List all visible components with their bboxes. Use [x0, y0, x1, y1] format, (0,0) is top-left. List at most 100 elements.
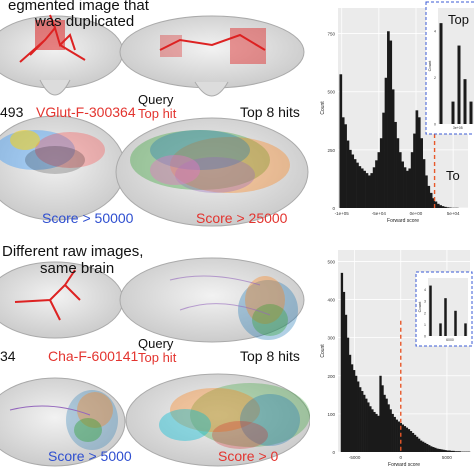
- histogram-bar: [413, 133, 416, 208]
- x-tick-label: -1e+05: [335, 211, 350, 216]
- histogram-bar: [419, 440, 423, 452]
- inset-y-tick-label: 2: [424, 311, 426, 315]
- histogram-bar: [351, 154, 355, 208]
- brain-bottom-row2-right: [125, 373, 310, 467]
- histogram-bar: [348, 149, 352, 208]
- top-caption-line1: egmented image that: [8, 0, 149, 14]
- top-score-left: Score > 50000: [42, 210, 134, 226]
- x-tick-label: 0e+00: [410, 211, 423, 216]
- histogram-bar: [401, 424, 405, 452]
- brain-top-middle: [119, 15, 305, 97]
- histogram-bar: [417, 438, 421, 452]
- x-tick-label: 5000: [442, 455, 453, 460]
- bottom-caption-line2: same brain: [40, 260, 115, 277]
- histogram-bar: [436, 448, 439, 452]
- histogram-bar: [375, 413, 378, 452]
- histogram-bar: [452, 450, 455, 452]
- histogram-bar: [441, 206, 445, 208]
- histogram-bottom: 0 100 200 300 400 500 -5000 0 5000 Forward score C…: [320, 250, 473, 468]
- brain-bottom-middle: [119, 257, 305, 343]
- inset-x-tick-label: 3e+05: [453, 126, 463, 130]
- histogram-bar: [401, 161, 404, 208]
- histogram-bar: [385, 398, 388, 452]
- histogram-bar: [438, 448, 441, 452]
- histogram-bar: [391, 89, 395, 208]
- histogram-bar: [393, 416, 396, 452]
- histogram-top: 0 250 500 750 -1e+05 -5e+04 0e+00 5e+04 Forward …: [320, 1, 474, 224]
- histogram-bar: [448, 450, 451, 452]
- histogram-bar: [439, 205, 443, 208]
- histogram-bar: [384, 77, 388, 208]
- histogram-bar: [363, 170, 366, 208]
- top-caption-line2: was duplicated: [35, 13, 135, 30]
- y-tick-label: 750: [327, 32, 335, 37]
- histogram-bar: [411, 432, 415, 452]
- bottom-score-right: Score > 0: [218, 448, 279, 464]
- histogram-bar: [348, 354, 352, 452]
- y-tick-label: 200: [327, 374, 335, 379]
- brain-top-row2-left: [0, 115, 126, 221]
- inset-bar: [439, 23, 443, 125]
- inset-y-tick-label: 0: [434, 123, 436, 127]
- histogram-bar: [350, 364, 354, 452]
- histogram-bar: [340, 272, 344, 452]
- y-axis-label: Count: [320, 344, 326, 358]
- histogram-bar: [372, 167, 376, 208]
- histogram-bar: [440, 449, 443, 452]
- x-axis-label: Forward score: [387, 218, 419, 224]
- inset-bar: [457, 45, 461, 124]
- y-tick-label: 250: [327, 148, 335, 153]
- inset-y-axis-label: Count: [417, 301, 422, 313]
- histogram-bar: [387, 31, 390, 208]
- histogram-bar: [428, 445, 431, 452]
- histogram-bar: [407, 429, 411, 452]
- histogram-bar: [415, 436, 419, 452]
- inset-y-tick-label: 2: [434, 76, 436, 80]
- histogram-bar: [373, 411, 376, 452]
- histogram-bar: [417, 117, 421, 208]
- inset-y-tick-label: 0: [424, 335, 426, 339]
- histogram-bar: [357, 381, 360, 452]
- x-tick-label: 0: [400, 455, 403, 460]
- y-tick-label: 0: [332, 206, 335, 211]
- brain-top-left: [0, 14, 124, 96]
- brain-top-row2-right: [115, 117, 309, 227]
- histogram-bar: [434, 447, 437, 452]
- y-tick-label: 100: [327, 412, 335, 417]
- histogram-bar: [397, 421, 400, 452]
- inset-y-tick-label: 4: [434, 30, 436, 34]
- histogram-bar: [344, 124, 347, 208]
- histogram-bar: [339, 74, 343, 208]
- histogram-bar: [359, 387, 362, 452]
- inset-bar: [463, 79, 467, 124]
- histogram-bar: [377, 152, 381, 208]
- histogram-bar: [415, 110, 419, 208]
- bottom-query-label: Query: [138, 336, 174, 351]
- histogram-bar: [353, 159, 357, 208]
- inset-bar: [429, 285, 432, 336]
- histogram-bar: [361, 391, 364, 452]
- top-query-id: VGlut-F-300364: [36, 104, 136, 120]
- bottom-caption-line1: Different raw images,: [2, 243, 144, 260]
- y-axis-label: Count: [320, 101, 326, 115]
- histogram-bar: [352, 370, 356, 452]
- histogram-bar: [346, 337, 350, 452]
- histogram-bar: [444, 206, 447, 208]
- inset-bar: [451, 101, 455, 124]
- histogram-bar: [427, 185, 431, 208]
- histogram-bar: [377, 415, 380, 452]
- inset-bar: [454, 310, 457, 336]
- top-brain-images: [0, 14, 309, 227]
- x-tick-label: -5e+04: [372, 211, 387, 216]
- bottom-score-left: Score > 5000: [48, 448, 132, 464]
- top-left-id: 493: [0, 104, 24, 120]
- histogram-bar: [342, 291, 346, 452]
- histogram-bar: [363, 394, 366, 452]
- histogram-bar: [367, 402, 370, 452]
- histogram-bar: [381, 385, 384, 452]
- inset-bar: [444, 298, 447, 336]
- inset-y-axis-label: Count: [427, 60, 432, 72]
- histogram-bar: [356, 162, 359, 208]
- histogram-bar: [405, 427, 409, 452]
- histogram-bar: [422, 159, 426, 208]
